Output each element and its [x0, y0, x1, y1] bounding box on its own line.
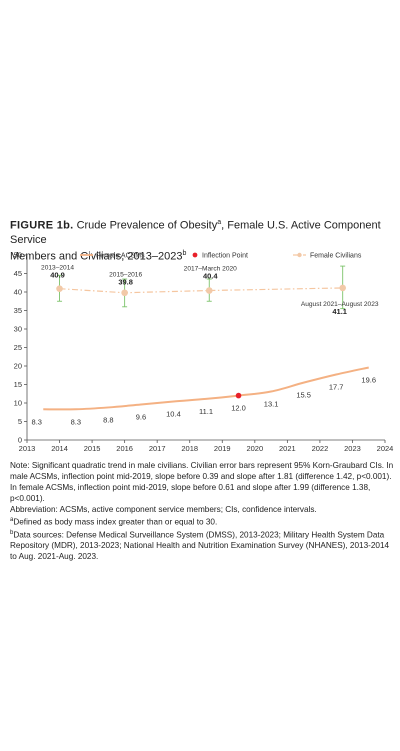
footnote-b: bData sources: Defense Medical Surveilla… — [10, 528, 394, 563]
y-tick-label: 0 — [18, 436, 22, 445]
y-tick-label: 35 — [14, 306, 22, 315]
obesity-chart: 0 5 10 15 20 25 30 35 40 45 50 2013 2014 2015 2016 2017… — [14, 251, 394, 454]
acsm-data-label: 8.3 — [32, 417, 42, 426]
x-tick-label: 2024 — [377, 444, 394, 453]
x-tick-label: 2020 — [246, 444, 263, 453]
civilian-data-point — [205, 287, 213, 294]
y-tick-label: 50 — [14, 251, 22, 260]
acsm-data-label: 13.1 — [264, 400, 279, 409]
x-tick-label: 2014 — [51, 444, 68, 453]
x-tick-label: 2013 — [19, 444, 36, 453]
title-line1: Crude Prevalence of Obesity — [76, 219, 218, 232]
y-tick-label: 25 — [14, 343, 22, 352]
x-tick-label: 2023 — [344, 444, 361, 453]
acsm-data-label: 11.1 — [199, 407, 213, 416]
title-line2: Members and Civilians, 2013–2023 — [10, 250, 183, 263]
acsm-data-label: 12.0 — [231, 404, 246, 413]
acsm-data-label: 9.6 — [136, 412, 146, 421]
title-line1-rest: , Female U.S. Active Component Service — [10, 219, 381, 246]
acsm-data-label: 19.6 — [361, 375, 376, 384]
footnote-b-text: Data sources: Defense Medical Surveillan… — [10, 530, 390, 562]
footnote-b-marker: b — [10, 529, 14, 536]
y-tick-label: 45 — [14, 269, 22, 278]
acsm-data-label: 17.7 — [329, 383, 344, 392]
legend-inflection-swatch — [192, 252, 198, 258]
y-tick-label: 40 — [14, 288, 22, 297]
civilian-period-label: 2015–2016 — [109, 272, 142, 279]
acsm-data-label: 8.3 — [71, 417, 81, 426]
x-tick-label: 2017 — [149, 444, 166, 453]
x-tick-label: 2016 — [116, 444, 133, 453]
title-sup-b: b — [182, 249, 187, 257]
x-tick-label: 2022 — [312, 444, 329, 453]
y-tick-label: 15 — [14, 380, 22, 389]
civilian-data-label: 40.4 — [203, 272, 218, 281]
legend-civilian-label: Female Civilians — [310, 253, 362, 260]
y-tick-label: 10 — [14, 399, 22, 408]
acsm-data-label: 15.5 — [296, 391, 311, 400]
abbreviation-line: Abbreviation: ACSMs, active component se… — [10, 505, 317, 514]
civilian-data-point — [56, 285, 63, 292]
title-sup-a: a — [217, 219, 222, 226]
figure-notes: Note: Significant quadratic trend in mal… — [10, 460, 394, 562]
x-tick-label: 2021 — [279, 444, 296, 453]
civilian-series-line — [59, 287, 343, 294]
y-tick-label: 5 — [18, 417, 22, 426]
civilian-data-label: 40.9 — [50, 271, 65, 280]
note-line: Note: Significant quadratic trend in mal… — [10, 461, 394, 503]
x-tick-label: 2019 — [214, 444, 231, 453]
x-tick-label: 2015 — [84, 444, 101, 453]
x-tick-label: 2018 — [181, 444, 198, 453]
civilian-period-label: 2013–2014 — [41, 265, 74, 272]
footnote-a: aDefined as body mass index greater than… — [10, 515, 394, 528]
figure-title: FIGURE 1b. Crude Prevalence of Obesitya,… — [10, 216, 392, 263]
figure-label: FIGURE 1b. — [10, 219, 74, 232]
legend-civilian-marker — [297, 252, 302, 258]
civilian-data-point — [339, 284, 346, 292]
civilian-data-label: 39.8 — [118, 278, 133, 287]
footnote-a-text: Defined as body mass index greater than … — [13, 517, 218, 527]
legend-acsm-label: Female ACSMs — [96, 253, 145, 260]
acsm-data-label: 8.8 — [103, 415, 113, 424]
inflection-point-marker — [235, 392, 242, 399]
civilian-data-point — [121, 289, 128, 297]
acsm-data-label: 10.4 — [166, 410, 181, 419]
civilian-data-label: 41.1 — [332, 307, 347, 316]
y-tick-label: 20 — [14, 362, 22, 371]
civilian-period-label: 2017–March 2020 — [184, 266, 237, 273]
acsm-series-line — [43, 366, 369, 411]
civilian-period-label: August 2021–August 2023 — [301, 301, 379, 308]
footnote-a-marker: a — [10, 517, 14, 523]
y-tick-label: 30 — [14, 325, 22, 334]
legend-inflection-label: Inflection Point — [202, 253, 248, 260]
